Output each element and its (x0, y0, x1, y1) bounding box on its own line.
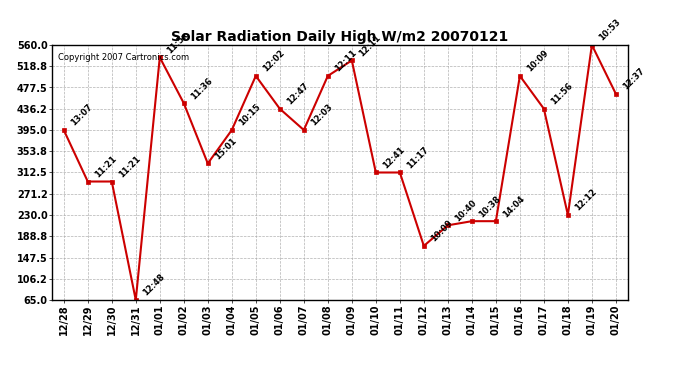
Text: 10:53: 10:53 (598, 18, 622, 43)
Text: 11:21: 11:21 (117, 154, 143, 179)
Text: 12:48: 12:48 (141, 273, 166, 298)
Text: 10:38: 10:38 (477, 194, 502, 219)
Text: 11:36: 11:36 (189, 76, 215, 101)
Text: 11:56: 11:56 (549, 81, 575, 106)
Text: 12:02: 12:02 (262, 48, 286, 74)
Text: 10:15: 10:15 (237, 102, 263, 128)
Text: Copyright 2007 Cartronics.com: Copyright 2007 Cartronics.com (57, 53, 188, 62)
Text: 11:17: 11:17 (406, 145, 431, 170)
Text: 12:12: 12:12 (573, 188, 599, 213)
Text: 11:5x: 11:5x (166, 30, 190, 55)
Text: 12:47: 12:47 (286, 81, 310, 106)
Text: 12:11: 12:11 (357, 33, 383, 58)
Text: 10:40: 10:40 (453, 198, 479, 223)
Text: 12:03: 12:03 (309, 103, 335, 128)
Text: 10:09: 10:09 (525, 49, 551, 74)
Text: 15:01: 15:01 (213, 136, 239, 161)
Title: Solar Radiation Daily High W/m2 20070121: Solar Radiation Daily High W/m2 20070121 (171, 30, 509, 44)
Text: 10:09: 10:09 (429, 219, 455, 244)
Text: 12:37: 12:37 (622, 67, 647, 92)
Text: 13:07: 13:07 (69, 103, 95, 128)
Text: 12:41: 12:41 (382, 145, 407, 170)
Text: 14:04: 14:04 (502, 194, 526, 219)
Text: 12:11: 12:11 (333, 48, 359, 74)
Text: 11:21: 11:21 (93, 154, 119, 179)
